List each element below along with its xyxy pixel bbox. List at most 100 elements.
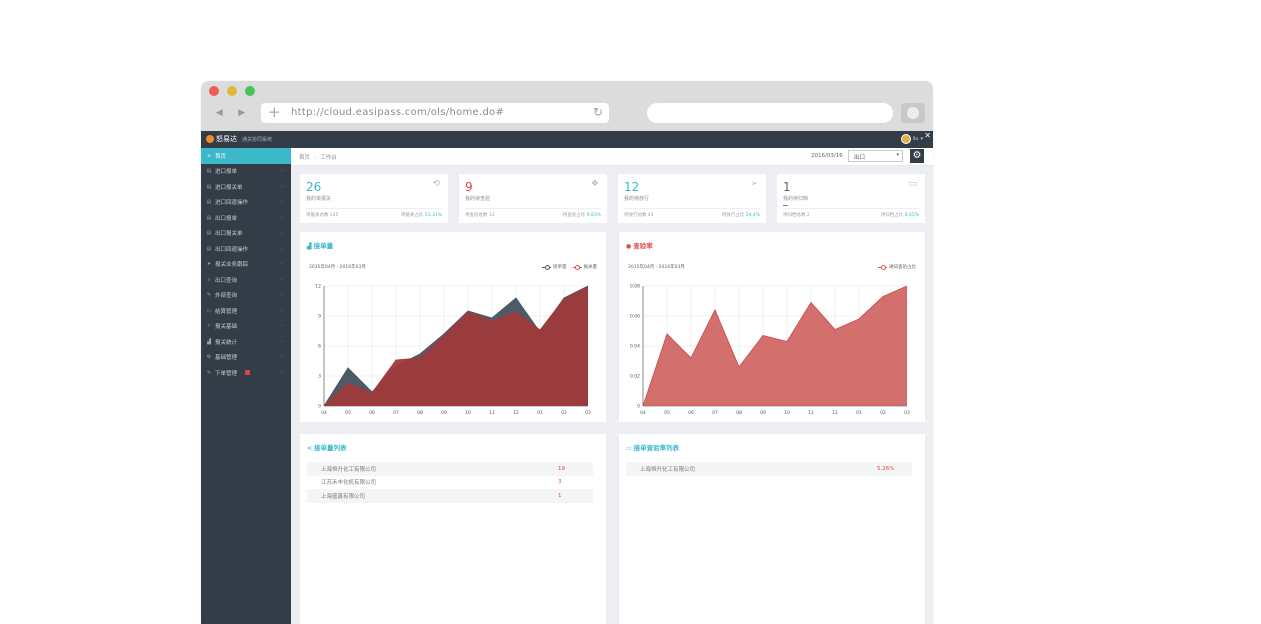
x-tick-label: 01	[856, 410, 862, 416]
wrench-icon: ✧	[206, 323, 212, 330]
gear-icon: ⚙	[912, 150, 922, 161]
orders-table: 上海恒升化工有限公司 19 江苏禾丰化机有限公司 3 上海盛鑫有限公司 1	[307, 462, 593, 503]
panel-title-text: 接单量	[313, 242, 334, 250]
legend-item[interactable]: 报关量	[572, 264, 597, 270]
sidebar-item[interactable]: ▤ 出口回退操作 ‹	[201, 241, 291, 257]
user-menu[interactable]: liu ▾	[900, 134, 923, 144]
sidebar-item[interactable]: ⌕ 出口查询 ‹	[201, 272, 291, 288]
close-icon[interactable]: ✕	[924, 131, 931, 140]
plane-icon: ➢	[750, 179, 758, 189]
stat-ratio-value: 24.4%	[745, 213, 760, 218]
sidebar-item[interactable]: ▤ 进口报关单 ‹	[201, 179, 291, 195]
inspection-rate: 5.26%	[877, 465, 895, 472]
x-tick-label: 02	[561, 410, 567, 416]
sidebar-item[interactable]: ➤ 报关业务跟踪 ‹	[201, 257, 291, 273]
y-tick-label: 6	[318, 344, 321, 350]
zoom-dot[interactable]	[245, 86, 255, 96]
sidebar-item[interactable]: ✎ 外部查询 ‹	[201, 288, 291, 304]
x-tick-label: 04	[321, 410, 327, 416]
breadcrumb-bar: 首页 › 工作台 2016/03/16 出口 ▾ ⚙	[291, 148, 933, 166]
sidebar-item[interactable]: ✧ 报关基础 ‹	[201, 319, 291, 335]
sidebar-item[interactable]: ▤ 出口报单 ‹	[201, 210, 291, 226]
divider	[783, 208, 919, 209]
logo[interactable]: 怒易达 通关协同系统	[206, 134, 272, 144]
table-row[interactable]: 上海恒升化工有限公司 5.26%	[626, 462, 912, 476]
sidebar-item[interactable]: ▤ 出口报关单 ‹	[201, 226, 291, 242]
sidebar: ⌂ 首页 ▤ 进口报单 ‹ ▤ 进口报关单 ‹ ▤ 进口回退操作 ‹ ▤ 出口报单 ‹ ▤ 出口报关单 ‹ ▤ 出口…	[201, 148, 296, 624]
send-icon: ➤	[206, 261, 212, 268]
home-icon: ⌂	[207, 152, 211, 159]
reload-icon[interactable]: ↻	[592, 105, 603, 119]
settings-button[interactable]: ⚙	[910, 149, 924, 163]
history-icon: ⟲	[432, 179, 440, 189]
divider	[306, 208, 442, 209]
sidebar-item-label: 外部查询	[215, 293, 238, 300]
legend-swatch	[542, 265, 551, 270]
circle-icon	[907, 107, 919, 119]
new-tab-icon[interactable]: +	[268, 103, 281, 121]
sidebar-item[interactable]: ▟ 报关统计 ‹	[201, 334, 291, 350]
table-row[interactable]: 上海恒升化工有限公司 19	[307, 462, 593, 476]
stat-card-archive[interactable]: 1 我的待归档 ▭ 待归档总数 2 待归档占比 8.65%	[777, 174, 925, 223]
minimize-dot[interactable]	[227, 86, 237, 96]
table-row[interactable]: 上海盛鑫有限公司 1	[307, 489, 593, 503]
progress-bar	[783, 205, 788, 206]
x-tick-label: 05	[664, 410, 670, 416]
type-select[interactable]: 出口 ▾	[848, 150, 903, 162]
breadcrumb-home[interactable]: 首页	[299, 155, 311, 161]
stat-number: 9	[465, 180, 473, 194]
company-name: 上海恒升化工有限公司	[321, 466, 377, 473]
table-row[interactable]: 江苏禾丰化机有限公司 3	[307, 476, 593, 490]
legend-item[interactable]: 通知查验占比	[878, 264, 916, 270]
chevron-down-icon: ▾	[896, 152, 899, 158]
info-icon: ●	[626, 243, 632, 250]
close-dot[interactable]	[209, 86, 219, 96]
doc-icon: ▤	[206, 168, 212, 175]
url-bar[interactable]: + http://cloud.easipass.com/ols/home.do#…	[261, 103, 609, 123]
stat-label: 我的待查验	[465, 196, 491, 202]
sidebar-item-label: 报关统计	[215, 339, 238, 346]
inspection-table: 上海恒升化工有限公司 5.26%	[626, 462, 912, 476]
divider	[465, 208, 601, 209]
forward-icon[interactable]: ▶	[238, 108, 246, 118]
url-text[interactable]: http://cloud.easipass.com/ols/home.do#	[291, 107, 505, 118]
extension-button[interactable]	[901, 103, 925, 123]
list-panel-inspection: ▭ 接单查验率列表 上海恒升化工有限公司 5.26%	[619, 434, 925, 624]
legend-swatch	[878, 265, 887, 270]
sidebar-item[interactable]: ⌂ 首页	[201, 148, 296, 164]
divider	[624, 208, 760, 209]
legend-swatch	[572, 265, 582, 270]
x-tick-label: 07	[393, 410, 399, 416]
avatar	[900, 134, 911, 144]
stat-ratio: 待查验占比 9.83%	[563, 212, 601, 218]
stat-ratio-label: 待查验占比	[562, 213, 586, 218]
sidebar-item[interactable]: ✎ 下单管理 ‹	[201, 365, 291, 381]
sidebar-item[interactable]: ⚙ 基础管理 ‹	[201, 350, 291, 366]
chevron-left-icon: ‹	[281, 230, 283, 237]
chevron-left-icon: ‹	[281, 354, 283, 361]
stat-card-inspection[interactable]: 9 我的待查验 ❖ 待查验总数 33 待查验占比 9.83%	[459, 174, 607, 223]
sidebar-item[interactable]: ▤ 进口报单 ‹	[201, 164, 291, 180]
chart-legend: 接单量 报关量	[542, 264, 597, 270]
sidebar-item[interactable]: ▤ 进口回退操作 ‹	[201, 195, 291, 211]
y-tick-label: 0.02	[630, 374, 640, 380]
doc-icon: ▤	[206, 214, 212, 221]
doc-icon: ▤	[206, 230, 212, 237]
stat-total: 待归档总数 2	[783, 213, 810, 218]
stat-card-orders[interactable]: 26 我的单报关 ⟲ 单据关总数 145 单据关占比 53.31%	[300, 174, 448, 223]
stat-total: 待查验总数 33	[465, 213, 495, 218]
x-tick-label: 07	[712, 410, 718, 416]
stat-card-release[interactable]: 12 我的待放行 ➢ 待放行总数 45 待放行占比 24.4%	[618, 174, 766, 223]
browser-search-input[interactable]	[647, 103, 893, 123]
browser-window: ◀ ▶ + http://cloud.easipass.com/ols/home…	[201, 81, 933, 624]
date-display[interactable]: 2016/03/16	[811, 153, 843, 159]
legend-item[interactable]: 接单量	[542, 264, 567, 270]
logo-icon	[206, 135, 214, 143]
search-icon: ⌕	[207, 276, 211, 283]
x-tick-label: 01	[537, 410, 543, 416]
y-tick-label: 0	[637, 404, 640, 410]
y-tick-label: 0.06	[630, 314, 640, 320]
doc-icon: ▤	[206, 199, 212, 206]
sidebar-item[interactable]: ▭ 结算管理 ‹	[201, 303, 291, 319]
back-icon[interactable]: ◀	[215, 108, 223, 118]
